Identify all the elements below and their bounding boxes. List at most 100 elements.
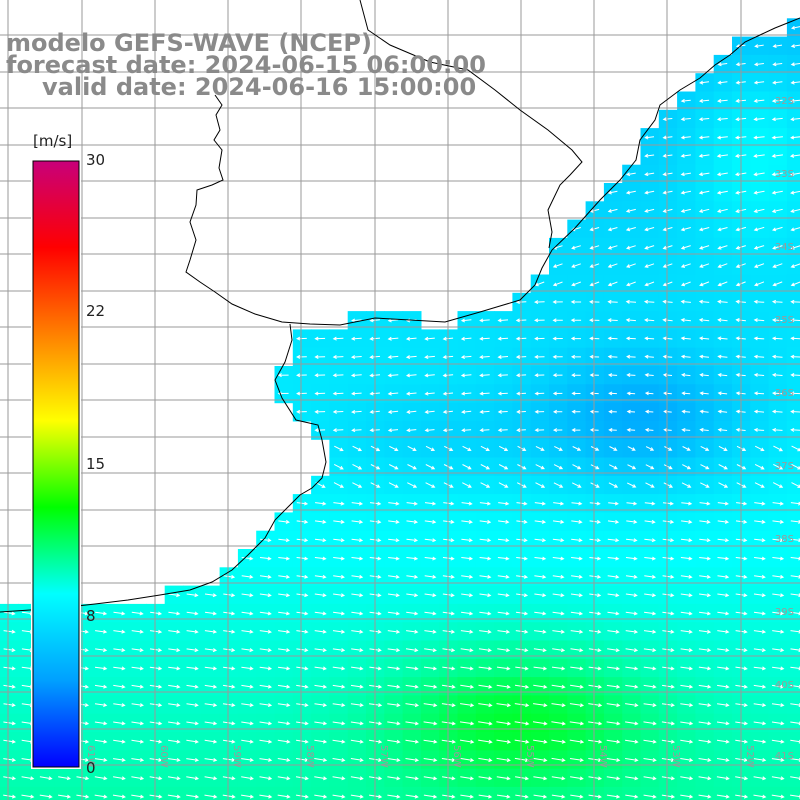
- wind-arrow: [534, 574, 547, 579]
- wind-arrow: [717, 427, 728, 432]
- wind-arrow: [406, 629, 419, 634]
- wind-arrow: [552, 538, 565, 543]
- wind-arrow: [332, 739, 346, 744]
- wind-arrow: [131, 739, 145, 744]
- wind-arrow: [3, 629, 16, 634]
- wind-arrow: [424, 648, 437, 653]
- wind-arrow: [516, 501, 528, 506]
- longitude-label: 59W: [231, 745, 242, 768]
- wind-arrow: [479, 611, 492, 616]
- wind-arrow: [716, 172, 728, 177]
- wind-arrow: [351, 409, 362, 414]
- wind-arrow: [790, 25, 800, 30]
- wind-arrow: [351, 666, 364, 671]
- wind-arrow: [350, 336, 362, 341]
- wind-arrow: [753, 62, 764, 67]
- wind-arrow: [223, 648, 236, 653]
- wind-arrow: [259, 593, 272, 598]
- wind-arrow: [551, 794, 566, 799]
- wind-arrow: [296, 391, 307, 396]
- wind-arrow: [681, 427, 691, 432]
- wind-cell: [402, 786, 422, 800]
- wind-arrow: [643, 794, 657, 799]
- wind-cell: [786, 457, 800, 477]
- wind-arrow: [387, 776, 401, 781]
- wind-arrow: [772, 482, 784, 488]
- wind-arrow: [204, 794, 218, 799]
- wind-arrow: [478, 648, 492, 653]
- wind-arrow: [754, 538, 766, 543]
- wind-arrow: [149, 666, 163, 671]
- wind-arrow: [698, 98, 710, 103]
- wind-arrow: [589, 629, 602, 634]
- wind-arrow: [350, 776, 364, 781]
- wind-arrow: [700, 482, 710, 488]
- wind-arrow: [407, 482, 418, 488]
- wind-arrow: [496, 721, 512, 726]
- wind-cell: [0, 786, 19, 800]
- wind-cell: [183, 786, 202, 800]
- wind-arrow: [168, 648, 181, 653]
- wind-arrow: [698, 299, 710, 304]
- wind-arrow: [626, 428, 636, 432]
- wind-arrow: [572, 446, 582, 451]
- wind-arrow: [698, 739, 712, 744]
- wind-arrow: [460, 355, 472, 360]
- wind-arrow: [662, 684, 675, 689]
- wind-arrow: [460, 648, 474, 653]
- wind-arrow: [681, 501, 693, 506]
- wind-arrow: [790, 117, 800, 122]
- wind-arrow: [716, 117, 728, 122]
- wind-arrow: [790, 501, 800, 506]
- wind-arrow: [277, 684, 291, 689]
- wind-arrow: [699, 538, 711, 543]
- wind-arrow: [387, 739, 401, 744]
- wind-arrow: [790, 427, 800, 432]
- longitude-label: 55W: [524, 745, 535, 768]
- wind-arrow: [167, 794, 181, 799]
- wind-arrow: [515, 629, 529, 634]
- wind-arrow: [314, 373, 326, 378]
- wind-arrow: [296, 501, 309, 506]
- wind-arrow: [406, 501, 418, 506]
- wind-arrow: [771, 190, 783, 195]
- wind-arrow: [259, 574, 272, 579]
- wind-cell: [585, 786, 605, 800]
- wind-arrow: [113, 648, 126, 653]
- wind-arrow: [405, 355, 417, 360]
- wind-arrow: [643, 684, 657, 689]
- wind-arrow: [698, 684, 712, 689]
- wind-arrow: [771, 135, 783, 140]
- wind-arrow: [699, 263, 710, 268]
- wind-arrow: [698, 721, 712, 726]
- wind-cell: [530, 786, 550, 800]
- wind-arrow: [753, 80, 765, 85]
- wind-arrow: [662, 172, 673, 177]
- wind-arrow: [406, 538, 419, 543]
- wind-arrow: [645, 482, 655, 488]
- wind-arrow: [753, 318, 765, 323]
- wind-arrow: [314, 574, 327, 579]
- wind-arrow: [223, 684, 236, 689]
- wind-arrow: [223, 574, 236, 579]
- wind-arrow: [608, 464, 618, 470]
- wind-arrow: [241, 684, 254, 689]
- wind-arrow: [423, 776, 438, 781]
- wind-arrow: [644, 172, 655, 177]
- wind-arrow: [662, 373, 673, 378]
- wind-arrow: [681, 519, 693, 524]
- wind-arrow: [771, 409, 783, 414]
- wind-arrow: [516, 519, 528, 524]
- wind-arrow: [388, 519, 400, 524]
- wind-arrow: [314, 519, 327, 524]
- wind-arrow: [461, 556, 474, 561]
- wind-arrow: [533, 648, 547, 653]
- wind-arrow: [753, 135, 765, 140]
- wind-arrow: [680, 556, 693, 561]
- wind-arrow: [772, 519, 785, 524]
- wind-arrow: [278, 538, 290, 543]
- wind-arrow: [222, 703, 236, 707]
- wind-arrow: [662, 593, 675, 598]
- wind-arrow: [186, 611, 199, 616]
- wind-arrow: [314, 739, 328, 744]
